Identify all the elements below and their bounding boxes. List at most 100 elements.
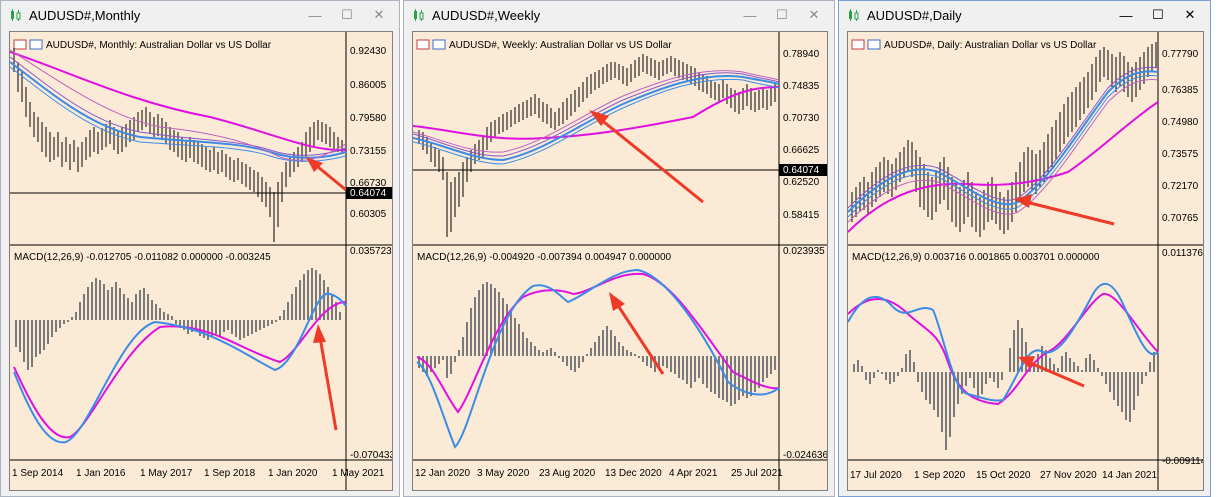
macd-label: -0.009114 xyxy=(1162,456,1203,467)
close-button[interactable]: ✕ xyxy=(1174,1,1206,29)
price-label: 0.73575 xyxy=(1162,149,1199,160)
date-label: 4 Apr 2021 xyxy=(669,468,718,479)
macd-label: -0.024636 xyxy=(783,450,827,461)
template-icon[interactable] xyxy=(29,39,43,50)
annotation-arrow xyxy=(1014,194,1115,226)
date-label: 1 Jan 2016 xyxy=(76,468,126,479)
annotation-arrow xyxy=(589,110,704,204)
price-label: 0.62520 xyxy=(783,177,820,188)
macd-main-line xyxy=(416,268,780,449)
chart-area[interactable]: AUDUSD#, Monthly: Australian Dollar vs U… xyxy=(9,31,395,491)
chart-icon xyxy=(849,9,859,21)
date-label: 17 Jul 2020 xyxy=(850,470,902,481)
macd-signal-line xyxy=(847,293,1159,406)
price-label: 0.86005 xyxy=(350,80,387,91)
macd-histogram xyxy=(418,282,776,406)
date-label: 13 Dec 2020 xyxy=(605,468,662,479)
window-titlebar[interactable]: AUDUSD#,Monthly — ☐ ✕ xyxy=(1,1,399,29)
date-label: 23 Aug 2020 xyxy=(539,468,596,479)
date-label: 1 Jan 2020 xyxy=(268,468,318,479)
macd-label: 0.035723 xyxy=(350,246,392,257)
chart-window-daily[interactable]: AUDUSD#,Daily — ☐ ✕ AUDUSD#, Daily: Aust… xyxy=(838,0,1211,497)
annotation-arrow xyxy=(609,292,665,375)
macd-signal-line xyxy=(416,272,780,414)
close-icon: ✕ xyxy=(808,7,820,22)
annotation-arrow xyxy=(306,157,347,192)
maximize-icon: ☐ xyxy=(776,7,788,22)
annotation-arrow xyxy=(313,324,338,431)
minimize-button[interactable]: — xyxy=(1110,1,1142,29)
maximize-button[interactable]: ☐ xyxy=(331,1,363,29)
window-title: AUDUSD#,Weekly xyxy=(432,7,541,23)
macd-main-line xyxy=(13,292,347,444)
price-label: 0.76385 xyxy=(1162,85,1199,96)
date-label: 1 Sep 2020 xyxy=(914,470,966,481)
date-label: 3 May 2020 xyxy=(477,468,530,479)
current-price-label: 0.64074 xyxy=(350,188,387,199)
template-icon[interactable] xyxy=(867,39,881,50)
price-label: 0.70765 xyxy=(1162,213,1199,224)
macd-main-line xyxy=(847,282,1159,402)
price-label: 0.92430 xyxy=(350,46,387,57)
window-title: AUDUSD#,Daily xyxy=(867,7,962,23)
price-label: 0.74835 xyxy=(783,81,820,92)
window-titlebar[interactable]: AUDUSD#,Weekly — ☐ ✕ xyxy=(404,1,834,29)
price-candles xyxy=(418,54,776,237)
properties-icon[interactable] xyxy=(416,39,430,50)
close-button[interactable]: ✕ xyxy=(798,1,830,29)
maximize-icon: ☐ xyxy=(1152,7,1164,22)
properties-icon[interactable] xyxy=(13,39,27,50)
chart-area[interactable]: AUDUSD#, Weekly: Australian Dollar vs US… xyxy=(412,31,828,491)
chart-icon xyxy=(414,9,424,21)
price-label: 0.73155 xyxy=(350,146,387,157)
price-label: 0.74980 xyxy=(1162,117,1199,128)
date-label: 1 Sep 2014 xyxy=(12,468,64,479)
chart-header: AUDUSD#, Daily: Australian Dollar vs US … xyxy=(884,40,1097,51)
macd-header: MACD(12,26,9) -0.004920 -0.007394 0.0049… xyxy=(417,252,672,263)
price-label: 0.78940 xyxy=(783,49,820,60)
price-label: 0.70730 xyxy=(783,113,820,124)
macd-header: MACD(12,26,9) -0.012705 -0.011082 0.0000… xyxy=(14,252,271,263)
price-label: 0.60305 xyxy=(350,209,387,220)
minimize-icon: — xyxy=(1119,7,1133,23)
chart-window-monthly[interactable]: AUDUSD#,Monthly — ☐ ✕ AUDUSD#, Monthly: … xyxy=(0,0,400,497)
window-title: AUDUSD#,Monthly xyxy=(29,7,141,23)
date-label: 1 Sep 2018 xyxy=(204,468,256,479)
minimize-button[interactable]: — xyxy=(734,1,766,29)
date-label: 1 May 2021 xyxy=(332,468,385,479)
annotation-arrow xyxy=(1018,356,1085,388)
window-titlebar[interactable]: AUDUSD#,Daily — ☐ ✕ xyxy=(839,1,1210,29)
price-label: 0.66730 xyxy=(350,178,387,189)
minimize-icon: — xyxy=(308,7,322,23)
properties-icon[interactable] xyxy=(851,39,865,50)
chart-area[interactable]: AUDUSD#, Daily: Australian Dollar vs US … xyxy=(847,31,1207,491)
price-label: 0.77790 xyxy=(1162,49,1199,60)
macd-histogram xyxy=(15,268,341,370)
macd-label: -0.070433 xyxy=(350,450,392,461)
price-label: 0.72170 xyxy=(1162,181,1199,192)
maximize-button[interactable]: ☐ xyxy=(1142,1,1174,29)
maximize-button[interactable]: ☐ xyxy=(766,1,798,29)
date-label: 15 Oct 2020 xyxy=(976,470,1031,481)
minimize-button[interactable]: — xyxy=(299,1,331,29)
current-price-label: 0.64074 xyxy=(783,165,820,176)
macd-header: MACD(12,26,9) 0.003716 0.001865 0.003701… xyxy=(852,252,1100,263)
date-label: 1 May 2017 xyxy=(140,468,193,479)
date-label: 14 Jan 2021 xyxy=(1102,470,1157,481)
price-label: 0.66625 xyxy=(783,145,820,156)
macd-histogram xyxy=(853,320,1155,450)
date-label: 12 Jan 2020 xyxy=(415,468,470,479)
close-icon: ✕ xyxy=(373,7,385,22)
date-label: 25 Jul 2021 xyxy=(731,468,783,479)
minimize-icon: — xyxy=(743,7,757,23)
chart-icon xyxy=(11,9,21,21)
template-icon[interactable] xyxy=(432,39,446,50)
price-label: 0.79580 xyxy=(350,113,387,124)
close-button[interactable]: ✕ xyxy=(363,1,395,29)
price-label: 0.58415 xyxy=(783,210,820,221)
chart-window-weekly[interactable]: AUDUSD#,Weekly — ☐ ✕ AUDUSD#, Weekly: Au… xyxy=(403,0,835,497)
macd-label: 0.011376 xyxy=(1162,248,1203,259)
macd-label: 0.023935 xyxy=(783,246,825,257)
chart-header: AUDUSD#, Weekly: Australian Dollar vs US… xyxy=(449,40,672,51)
close-icon: ✕ xyxy=(1184,7,1196,22)
